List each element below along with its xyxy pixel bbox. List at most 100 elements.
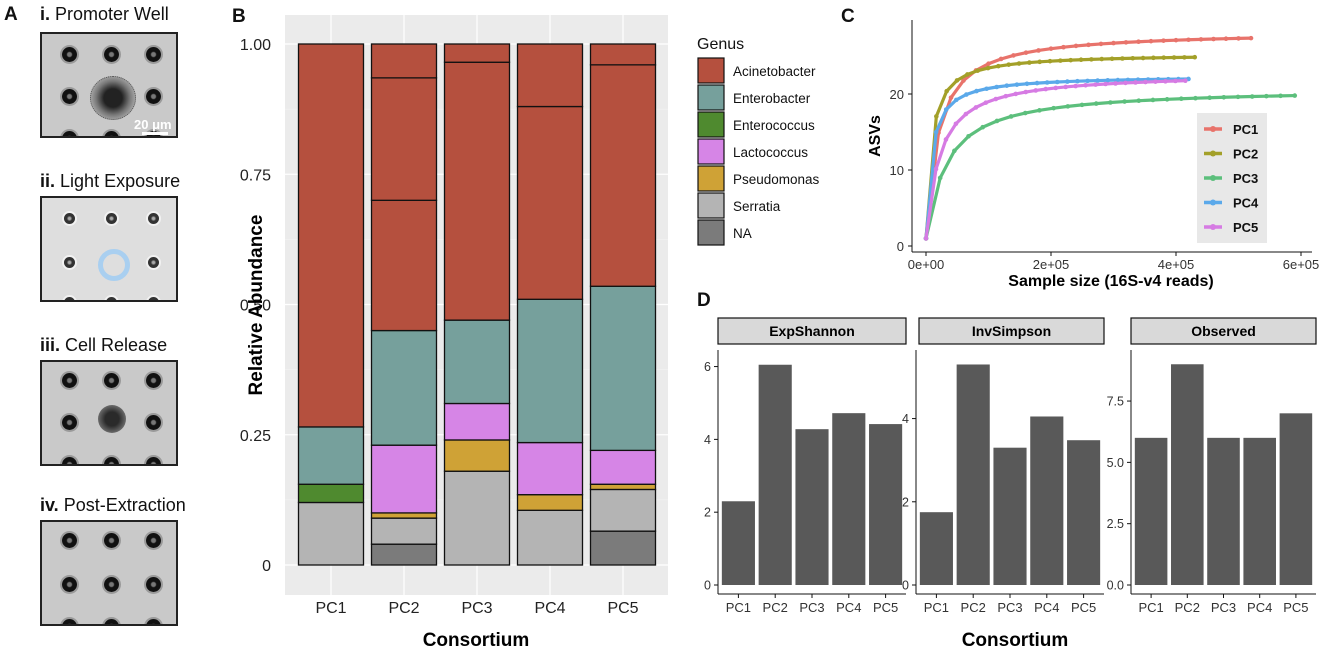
bar-segment-PC4-enterobacter	[516, 298, 584, 444]
x-tick-label-d: PC1	[1138, 600, 1163, 615]
diversity-bar-observed-pc4	[1243, 437, 1276, 585]
y-tick-label-d: 0	[902, 579, 909, 593]
bar-segment-PC2-pseudomonas	[370, 512, 438, 519]
curve-point-pc4	[1044, 80, 1050, 85]
x-tick-label-c: 6e+05	[1283, 257, 1320, 272]
curve-point-pc4	[1004, 83, 1010, 88]
curve-point-pc1	[1186, 37, 1191, 43]
bar-segment-PC4-pseudomonas	[516, 494, 584, 511]
curve-point-pc4	[1085, 78, 1090, 84]
bar-segment-PC3-acinetobacter	[443, 43, 511, 63]
curve-point-pc4	[1054, 79, 1060, 85]
curve-point-pc1	[1211, 36, 1216, 42]
y-tick-label-d: 2.5	[1107, 517, 1124, 531]
curve-point-pc2	[944, 88, 949, 94]
curve-point-pc1	[1111, 40, 1116, 46]
curve-point-pc3	[980, 124, 986, 130]
curve-point-pc1	[948, 95, 954, 100]
curve-point-pc2	[1037, 59, 1043, 65]
legend-label-pc3: PC3	[1233, 171, 1258, 186]
curve-point-pc3	[1093, 101, 1099, 106]
curve-point-pc2	[1089, 57, 1094, 62]
x-tick-label-d: PC5	[1283, 600, 1308, 615]
x-tick-label-c: 2e+05	[1033, 257, 1070, 272]
curve-pc4	[924, 77, 1189, 239]
micrograph-light-exposure	[40, 196, 178, 302]
legend-swatch-enterococcus	[697, 111, 725, 138]
curve-point-pc1	[1236, 36, 1241, 41]
curve-point-pc1	[1023, 50, 1029, 55]
diversity-bar-expshannon-pc4	[832, 413, 866, 585]
curve-point-pc2	[1171, 55, 1177, 60]
curve-point-pc5	[1013, 91, 1019, 97]
curve-point-pc2	[1058, 58, 1063, 63]
curve-point-pc3	[1108, 100, 1113, 105]
x-tick-label: PC3	[461, 600, 492, 617]
legend-swatch-acinetobacter	[697, 57, 725, 84]
curve-point-pc1	[1011, 53, 1016, 58]
micrograph-post-extraction	[40, 520, 178, 626]
micrograph-promoter-well: 20 μm	[40, 32, 178, 138]
curve-point-pc2	[1027, 60, 1032, 65]
legend-title: Genus	[697, 36, 744, 53]
curve-point-pc5	[963, 111, 969, 117]
diversity-bar-observed-pc3	[1207, 437, 1240, 585]
facet-title-observed: Observed	[1191, 323, 1256, 339]
curve-point-pc1	[1098, 41, 1104, 47]
bar-segment-PC4-acinetobacter	[516, 105, 584, 300]
x-tick-label-d: PC3	[1211, 600, 1236, 615]
x-tick-label-d: PC5	[873, 600, 898, 615]
x-tick-label: PC2	[388, 600, 419, 617]
curve-point-pc5	[1173, 78, 1178, 84]
bar-segment-PC3-enterobacter	[443, 319, 511, 405]
micrograph-title-4: iv. Post-Extraction	[40, 495, 186, 515]
curve-point-pc3	[1207, 95, 1212, 101]
curve-point-pc4	[933, 129, 939, 135]
legend-label-serratia: Serratia	[733, 199, 781, 214]
curve-point-pc3	[1065, 104, 1071, 109]
curve-point-pc4	[1034, 80, 1040, 86]
curve-point-pc3	[994, 118, 1000, 124]
panel-letter-c: C	[841, 6, 855, 27]
micrograph-title-3: iii. Cell Release	[40, 335, 168, 355]
facet-title-invsimpson: InvSimpson	[972, 323, 1051, 339]
micrograph-cell-release	[40, 360, 178, 466]
x-tick-label-d: PC3	[997, 600, 1022, 615]
x-tick-label: PC1	[315, 600, 346, 617]
curve-point-pc3	[1150, 97, 1156, 103]
curve-point-pc5	[1053, 85, 1058, 91]
curve-point-pc5	[1003, 93, 1009, 99]
curve-point-pc1	[1223, 36, 1229, 41]
facet-title-expshannon: ExpShannon	[769, 323, 855, 339]
curve-point-pc5	[1183, 78, 1188, 83]
curve-point-pc2	[1130, 55, 1136, 61]
cell-icon	[98, 405, 126, 433]
curve-point-pc5	[1153, 79, 1158, 84]
curve-point-pc2	[1068, 57, 1074, 63]
x-tick-label-d: PC4	[1247, 600, 1272, 615]
y-tick-label-d: 6	[704, 360, 711, 374]
curve-point-pc1	[998, 56, 1004, 62]
y-tick-label-c: 0	[897, 239, 904, 254]
scale-bar	[142, 132, 168, 135]
diversity-bar-observed-pc5	[1279, 413, 1313, 585]
bar-segment-PC3-acinetobacter	[443, 61, 511, 321]
bar-segment-PC2-acinetobacter	[370, 43, 438, 79]
facet-strip-expshannon	[717, 317, 907, 345]
y-tick-label-d: 4	[902, 412, 909, 426]
bar-segment-PC1-enterobacter	[297, 426, 365, 485]
x-tick-label: PC5	[607, 600, 638, 617]
y-tick-label-c: 10	[890, 163, 904, 178]
curve-pc5	[924, 79, 1186, 239]
legend-dot-pc3	[1210, 175, 1216, 181]
bar-segment-PC3-serratia	[443, 470, 511, 566]
curve-point-pc2	[1109, 56, 1115, 62]
light-ring-icon	[98, 249, 130, 281]
x-tick-label-d: PC1	[924, 600, 949, 615]
curve-point-pc4	[974, 88, 979, 94]
diversity-bar-invsimpson-pc4	[1030, 416, 1064, 585]
curve-point-pc5	[1033, 88, 1039, 93]
curve-point-pc1	[986, 61, 991, 67]
bar-segment-PC4-lactococcus	[516, 441, 584, 496]
